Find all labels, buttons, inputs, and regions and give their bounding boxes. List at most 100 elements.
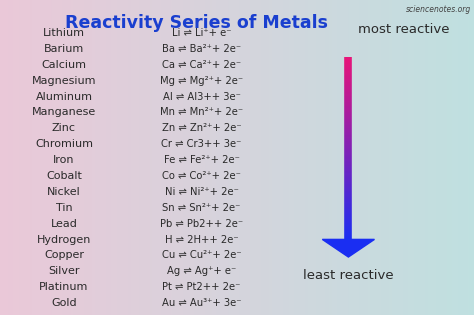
Bar	[101, 0, 103, 315]
Bar	[262, 0, 264, 315]
Bar	[60, 0, 62, 315]
Bar	[217, 0, 219, 315]
Bar	[139, 0, 141, 315]
Bar	[406, 0, 408, 315]
Bar	[454, 0, 456, 315]
Bar	[237, 0, 239, 315]
Bar	[393, 0, 395, 315]
Bar	[449, 0, 451, 315]
Bar	[341, 0, 343, 315]
Bar	[179, 0, 181, 315]
Bar	[275, 0, 277, 315]
Bar	[196, 0, 198, 315]
Bar	[204, 0, 206, 315]
Bar	[150, 0, 152, 315]
Bar	[44, 0, 46, 315]
Bar	[333, 0, 336, 315]
Bar	[473, 0, 474, 315]
Text: Gold: Gold	[51, 298, 77, 308]
Bar	[257, 0, 260, 315]
Text: Li ⇌ Li⁺+ e⁻: Li ⇌ Li⁺+ e⁻	[172, 28, 231, 38]
Bar	[374, 0, 376, 315]
Bar	[385, 0, 388, 315]
Bar	[24, 0, 26, 315]
Bar	[229, 0, 231, 315]
Text: Hydrogen: Hydrogen	[37, 234, 91, 244]
Bar	[414, 0, 416, 315]
Bar	[199, 0, 201, 315]
Bar	[389, 0, 391, 315]
Bar	[359, 0, 361, 315]
Bar	[411, 0, 413, 315]
Bar	[337, 0, 338, 315]
Bar	[250, 0, 252, 315]
Bar	[387, 0, 389, 315]
Bar	[175, 0, 177, 315]
Bar	[354, 0, 356, 315]
Bar	[228, 0, 229, 315]
Bar	[461, 0, 464, 315]
Bar	[112, 0, 114, 315]
Bar	[120, 0, 122, 315]
Bar	[46, 0, 48, 315]
Bar	[103, 0, 105, 315]
Bar	[5, 0, 7, 315]
Bar	[338, 0, 340, 315]
Bar	[246, 0, 248, 315]
Bar	[191, 0, 193, 315]
Bar	[347, 0, 350, 315]
Bar	[431, 0, 433, 315]
Bar	[433, 0, 435, 315]
Bar	[54, 0, 56, 315]
Bar	[273, 0, 275, 315]
Bar	[18, 0, 19, 315]
Bar	[190, 0, 191, 315]
Bar	[180, 0, 182, 315]
Bar	[20, 0, 23, 315]
Bar	[146, 0, 147, 315]
Bar	[305, 0, 307, 315]
Bar	[420, 0, 422, 315]
Bar	[177, 0, 179, 315]
Bar	[219, 0, 222, 315]
Bar	[455, 0, 457, 315]
Bar	[264, 0, 266, 315]
Bar	[85, 0, 87, 315]
Bar	[27, 0, 29, 315]
Bar	[163, 0, 165, 315]
Bar	[194, 0, 196, 315]
Bar	[295, 0, 298, 315]
Bar	[378, 0, 380, 315]
Text: Magnesium: Magnesium	[32, 76, 96, 86]
Bar	[39, 0, 42, 315]
Bar	[270, 0, 272, 315]
Bar	[128, 0, 130, 315]
Bar	[430, 0, 432, 315]
Bar	[8, 0, 10, 315]
Bar	[425, 0, 427, 315]
Bar	[169, 0, 171, 315]
Bar	[51, 0, 53, 315]
Bar	[370, 0, 372, 315]
Bar	[373, 0, 375, 315]
Bar	[458, 0, 460, 315]
Text: Ni ⇌ Ni²⁺+ 2e⁻: Ni ⇌ Ni²⁺+ 2e⁻	[164, 187, 238, 197]
Bar	[63, 0, 65, 315]
Bar	[314, 0, 317, 315]
Bar	[423, 0, 426, 315]
Bar	[81, 0, 82, 315]
Bar	[412, 0, 414, 315]
Bar	[62, 0, 64, 315]
Bar	[242, 0, 244, 315]
Bar	[127, 0, 128, 315]
Bar	[319, 0, 321, 315]
Bar	[133, 0, 135, 315]
Bar	[392, 0, 394, 315]
Bar	[311, 0, 313, 315]
Bar	[281, 0, 283, 315]
Bar	[110, 0, 113, 315]
Bar	[236, 0, 237, 315]
Bar	[76, 0, 78, 315]
Bar	[19, 0, 21, 315]
Bar	[221, 0, 223, 315]
